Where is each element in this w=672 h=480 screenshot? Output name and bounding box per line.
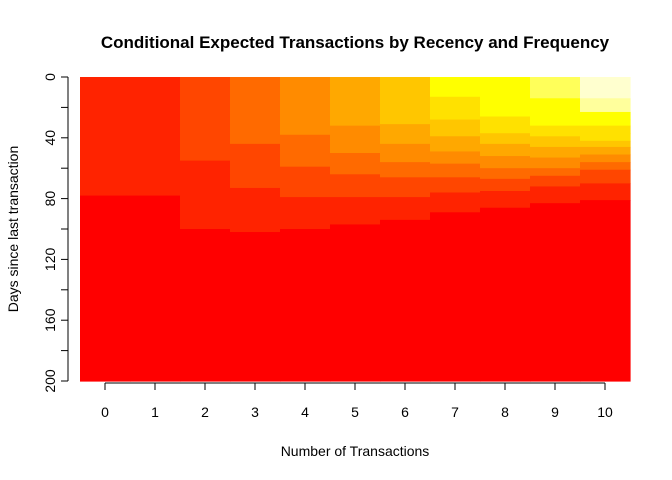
y-tick-label-40: 40 — [42, 130, 58, 146]
x-tick-label-1: 1 — [151, 404, 159, 420]
heatmap-cell-x10-band5 — [580, 133, 631, 142]
x-tick-label-3: 3 — [251, 404, 259, 420]
x-tick-label-0: 0 — [101, 404, 109, 420]
heatmap-cell-x1-band1 — [130, 195, 181, 382]
heatmap-cell-x0-band1 — [80, 195, 131, 382]
heatmap-cell-x10-band9 — [580, 162, 631, 171]
heatmap-cell-x8-band1 — [480, 93, 531, 118]
heatmap-cell-x5-band6 — [330, 224, 381, 382]
heatmap-cell-x10-band12 — [580, 200, 631, 382]
heatmap-cell-x6-band6 — [380, 197, 431, 221]
x-tick-label-9: 9 — [551, 404, 559, 420]
heatmap-cell-x5-band4 — [330, 174, 381, 198]
heatmap-cell-x5-band1 — [330, 92, 381, 127]
x-tick-label-6: 6 — [401, 404, 409, 420]
heatmap-cell-x7-band6 — [430, 177, 481, 194]
y-tick-label-120: 120 — [42, 248, 58, 272]
heatmap-cell-x9-band7 — [530, 168, 581, 177]
chart-title: Conditional Expected Transactions by Rec… — [101, 33, 610, 52]
heatmap-cell-x8-band7 — [480, 178, 531, 192]
x-axis-label: Number of Transactions — [281, 443, 430, 459]
y-tick-label-80: 80 — [42, 191, 58, 207]
heatmap-cell-x9-band8 — [530, 175, 581, 188]
heatmap-cell-x9-band10 — [530, 203, 581, 382]
heatmap-cell-x9-band6 — [530, 157, 581, 169]
heatmap-cell-x10-band0 — [580, 77, 631, 99]
heatmap-cell-x10-band6 — [580, 140, 631, 148]
heatmap-cell-x8-band3 — [480, 133, 531, 145]
heatmap-cell-x5-band0 — [330, 77, 381, 93]
heatmap-cell-x8-band4 — [480, 143, 531, 157]
heatmap-cell-x10-band3 — [580, 119, 631, 127]
heatmap-cell-x7-band7 — [430, 192, 481, 213]
heatmap-cell-x7-band1 — [430, 96, 481, 121]
heatmap-cell-x8-band6 — [480, 168, 531, 180]
heatmap-cell-x9-band5 — [530, 146, 581, 159]
heatmap-cell-x8-band0 — [480, 77, 531, 95]
heatmap-cell-x9-band3 — [530, 125, 581, 137]
heatmap-cell-x3-band3 — [230, 232, 281, 382]
y-tick-label-0: 0 — [42, 73, 58, 81]
heatmap-cell-x9-band0 — [530, 77, 581, 99]
heatmap-cell-x2-band1 — [180, 160, 231, 230]
y-tick-label-160: 160 — [42, 308, 58, 332]
heatmap-cell-x2-band2 — [180, 229, 231, 382]
heatmap-cell-x4-band3 — [280, 166, 331, 198]
x-tick-label-4: 4 — [301, 404, 309, 420]
heatmap-cell-x7-band8 — [430, 212, 481, 382]
heatmap-cell-x6-band4 — [380, 162, 431, 178]
heatmap-cell-x7-band0 — [430, 77, 481, 98]
x-tick-label-10: 10 — [597, 404, 613, 420]
heatmap-cell-x10-band11 — [580, 183, 631, 201]
heatmap-cell-x7-band4 — [430, 151, 481, 165]
y-axis-label: Days since last transaction — [5, 146, 21, 313]
heatmap-cell-x8-band8 — [480, 191, 531, 209]
heatmap-cell-x7-band5 — [430, 163, 481, 178]
heatmap-cell-x7-band3 — [430, 136, 481, 153]
heatmap-cell-x6-band1 — [380, 93, 431, 125]
heatmap-cell-x9-band4 — [530, 136, 581, 148]
heatmap-cell-x6-band5 — [380, 177, 431, 198]
heatmap-cell-x8-band5 — [480, 156, 531, 169]
heatmap-cell-x3-band2 — [230, 187, 281, 233]
heatmap-cell-x3-band0 — [230, 77, 281, 145]
heatmap-cells — [80, 77, 631, 382]
x-tick-label-5: 5 — [351, 404, 359, 420]
heatmap-cell-x2-band0 — [180, 77, 231, 162]
heatmap-cell-x5-band3 — [330, 153, 381, 175]
heatmap-cell-x1-band0 — [130, 77, 181, 197]
heatmap-cell-x7-band2 — [430, 119, 481, 137]
heatmap-cell-x0-band0 — [80, 77, 131, 197]
heatmap-cell-x5-band5 — [330, 197, 381, 226]
y-tick-label-200: 200 — [42, 369, 58, 393]
heatmap-cell-x9-band9 — [530, 186, 581, 204]
heatmap-cell-x10-band4 — [580, 125, 631, 134]
heatmap-cell-x4-band0 — [280, 77, 331, 89]
heatmap-cell-x10-band7 — [580, 146, 631, 156]
heatmap-cell-x8-band2 — [480, 116, 531, 134]
heatmap-cell-x4-band2 — [280, 134, 331, 168]
heatmap-cell-x10-band8 — [580, 154, 631, 163]
heatmap-cell-x10-band1 — [580, 98, 631, 113]
heatmap-cell-x4-band5 — [280, 229, 331, 382]
heatmap-cell-x6-band7 — [380, 219, 431, 382]
heatmap-cell-x6-band0 — [380, 77, 431, 95]
heatmap-cell-x9-band1 — [530, 98, 581, 115]
heatmap-cell-x9-band2 — [530, 113, 581, 127]
heatmap-cell-x4-band1 — [280, 87, 331, 136]
y-axis: 0 40 80 120 160 200 — [42, 73, 69, 393]
x-tick-label-2: 2 — [201, 404, 209, 420]
heatmap-cell-x6-band2 — [380, 124, 431, 145]
heatmap-cell-x6-band3 — [380, 143, 431, 163]
heatmap-cell-x5-band2 — [330, 125, 381, 154]
heatmap-cell-x4-band4 — [280, 197, 331, 230]
heatmap-cell-x10-band10 — [580, 169, 631, 184]
x-axis: 0 1 2 3 4 5 6 7 8 9 10 — [101, 382, 613, 420]
heatmap-cell-x8-band9 — [480, 207, 531, 382]
heatmap-cell-x3-band1 — [230, 143, 281, 189]
heatmap-cell-x10-band2 — [580, 111, 631, 121]
x-tick-label-7: 7 — [451, 404, 459, 420]
x-tick-label-8: 8 — [501, 404, 509, 420]
